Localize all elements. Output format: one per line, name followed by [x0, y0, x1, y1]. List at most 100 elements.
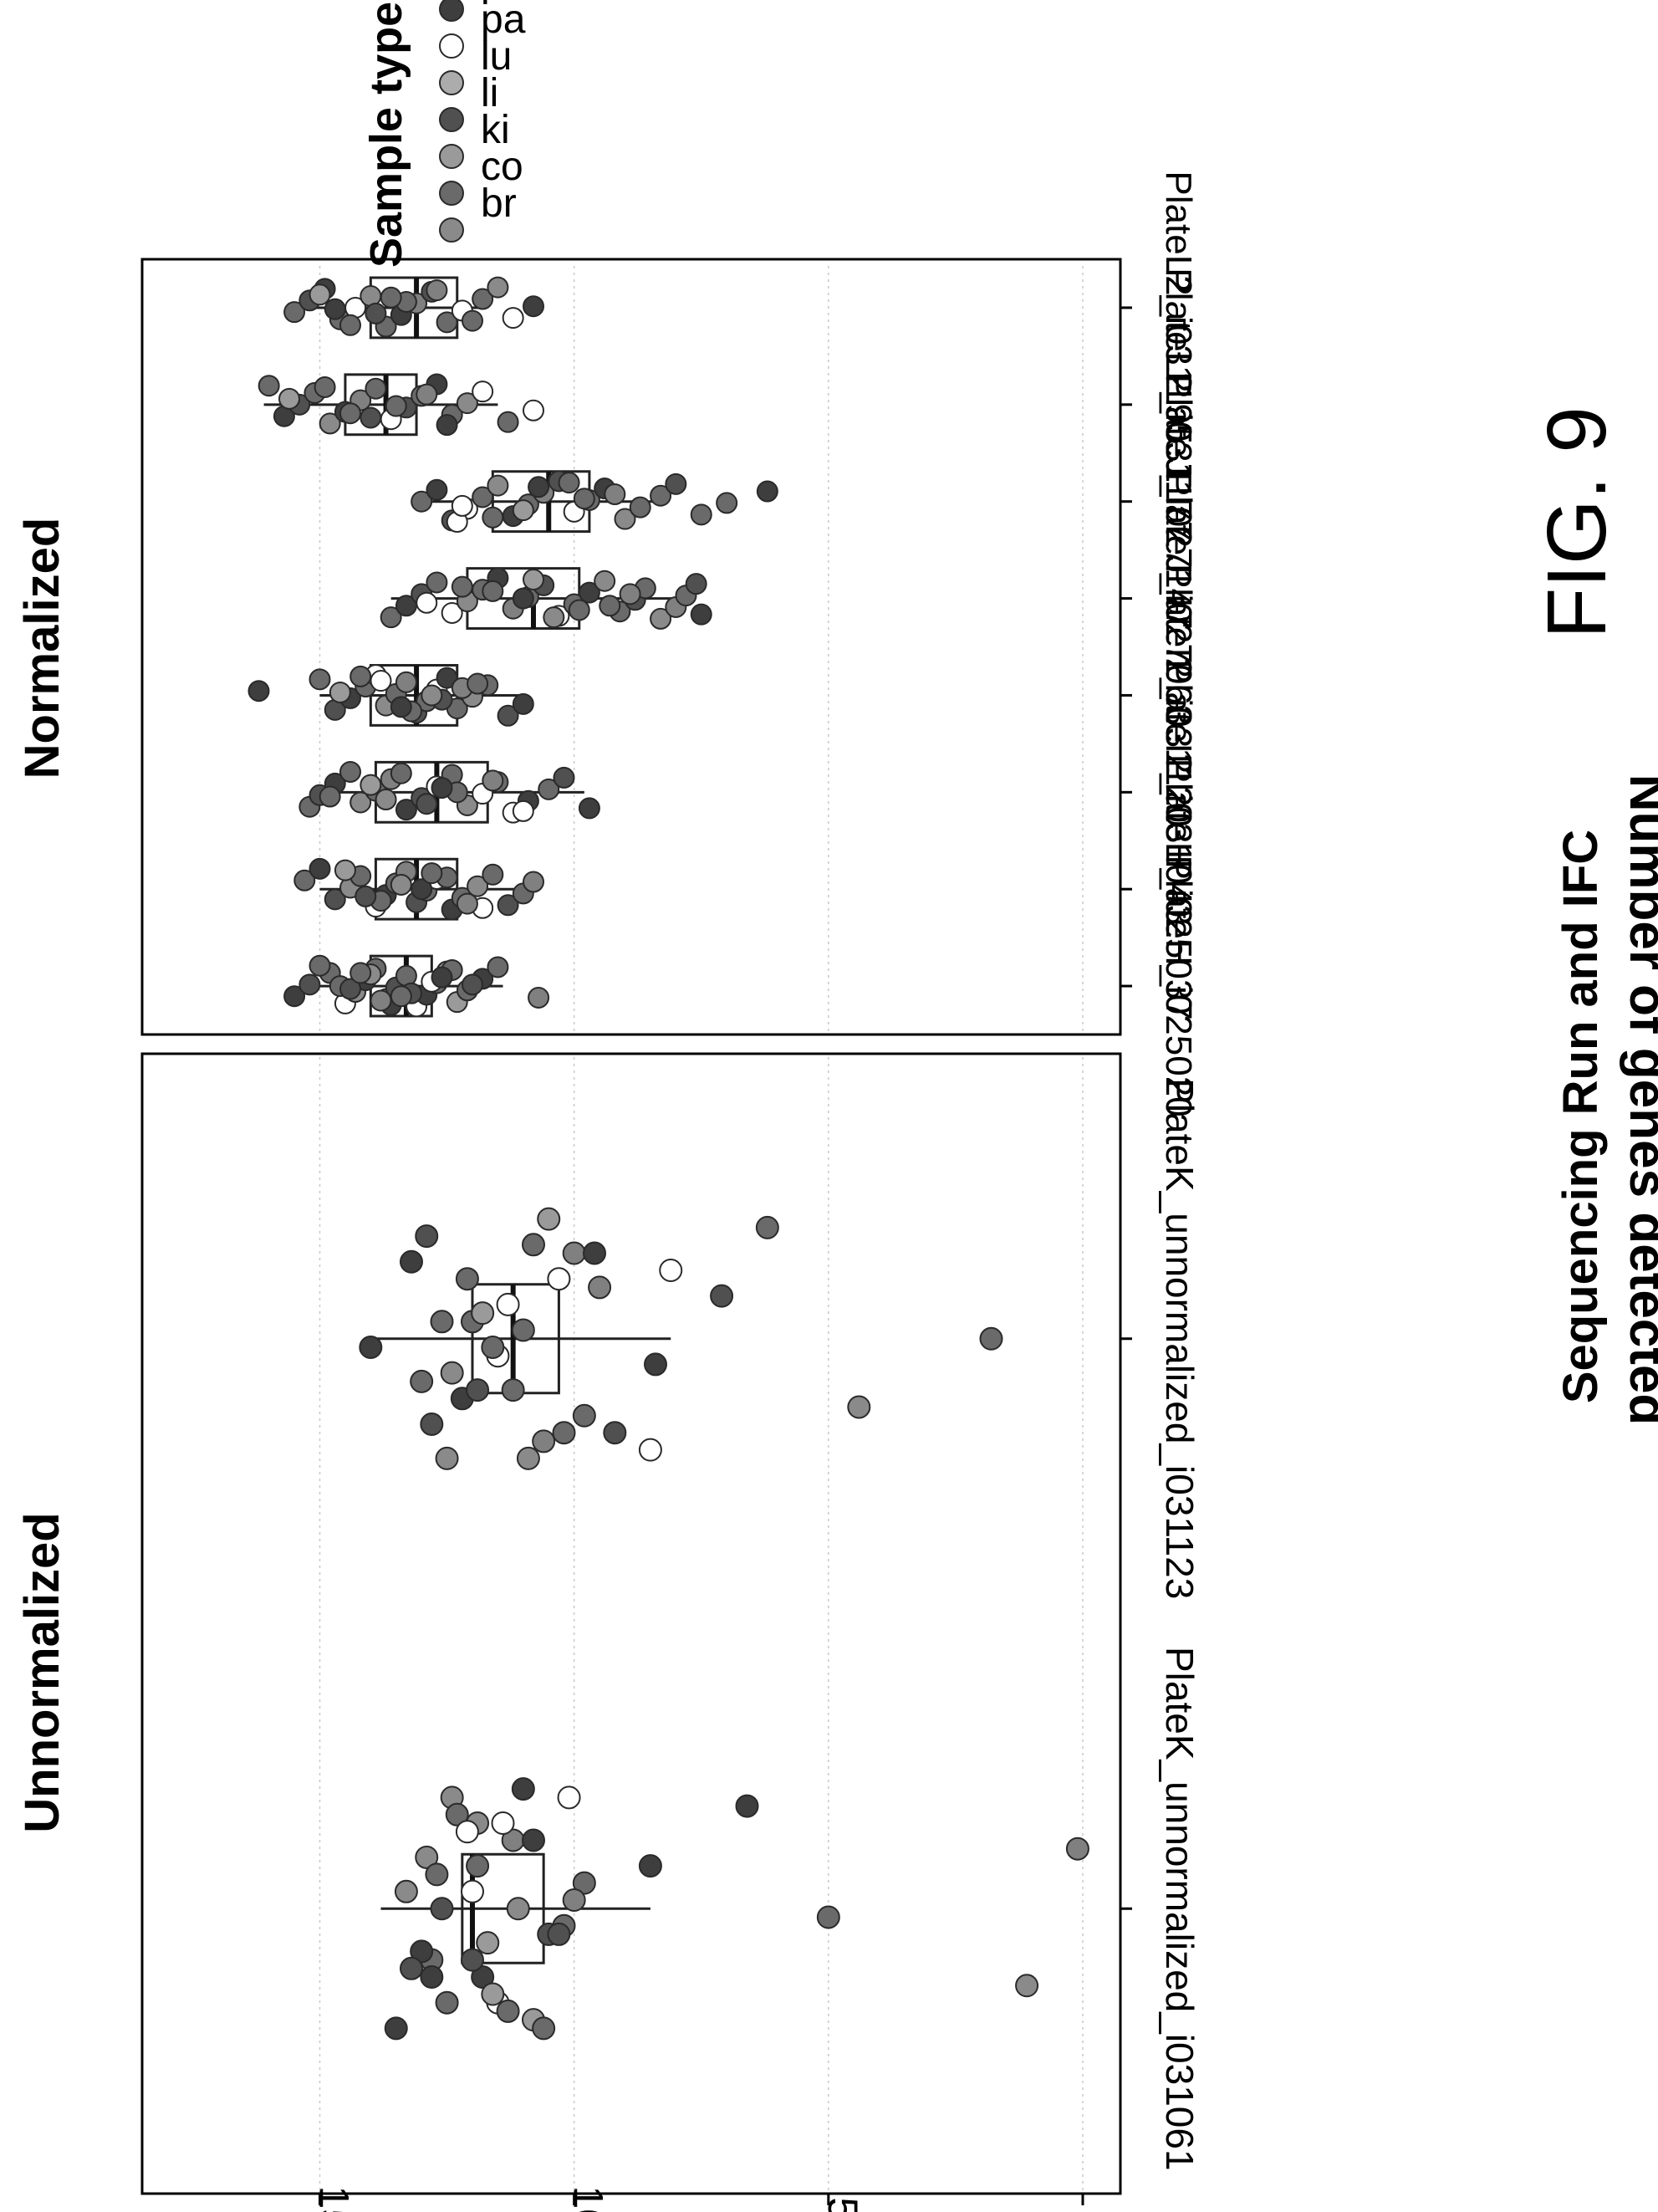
data-point-br — [543, 606, 565, 629]
data-point-pr — [471, 1965, 495, 1990]
data-point-li — [415, 1224, 439, 1249]
data-point-co — [629, 496, 651, 519]
data-point-co — [716, 492, 738, 514]
data-point-pr — [436, 667, 458, 689]
x-tick-label: PlateL2_i031177 — [1158, 268, 1199, 541]
data-point-br — [516, 1446, 540, 1470]
data-point-ki — [278, 387, 300, 410]
data-point-co — [573, 488, 595, 510]
data-point-co — [568, 599, 590, 621]
data-point-pr — [426, 478, 448, 501]
legend-label-lu: lu — [481, 34, 512, 79]
data-point-pr — [384, 2016, 408, 2041]
data-point-li — [497, 704, 519, 727]
legend-label-br: br — [481, 181, 517, 226]
data-point-co — [552, 1421, 576, 1445]
data-point-co — [487, 956, 509, 978]
data-point-sp — [482, 769, 504, 792]
data-point-co — [365, 377, 387, 400]
data-point-li — [324, 888, 346, 911]
data-point-br — [650, 607, 672, 630]
data-point-ki — [309, 284, 331, 306]
data-point-co — [258, 375, 280, 397]
data-point-br — [440, 1361, 464, 1385]
data-point-li — [400, 1956, 423, 1980]
data-point-co — [451, 575, 473, 598]
data-point-pr — [247, 680, 270, 702]
data-point-co — [425, 1862, 449, 1887]
data-point-sp — [1065, 1837, 1089, 1861]
data-point-ki — [329, 681, 351, 703]
data-point-co — [309, 668, 331, 691]
legend-label-ki: ki — [481, 108, 510, 152]
data-point-li — [553, 766, 575, 789]
data-point-pr — [431, 777, 453, 799]
box-iqr — [461, 1852, 545, 1964]
y-axis-title: Number of genes detected — [1619, 774, 1658, 1426]
data-point-co — [436, 311, 458, 334]
x-tick-label: PlateI2_i031043 — [1158, 659, 1199, 925]
data-point-sp — [416, 383, 438, 406]
data-point-pa — [659, 1258, 683, 1282]
data-point-pr — [411, 878, 433, 901]
data-point-pr — [512, 692, 534, 715]
legend-title: Sample type — [361, 2, 411, 268]
data-point-br — [415, 1845, 439, 1869]
data-point-co — [467, 672, 489, 695]
data-point-ki — [537, 1207, 561, 1231]
x-tick-label: PlateJ_I027147 — [1158, 374, 1199, 630]
legend-label-pa: pa — [481, 0, 526, 42]
data-point-co — [283, 301, 306, 324]
data-point-pr — [528, 476, 550, 498]
data-point-li — [466, 1378, 490, 1402]
data-point-pr — [578, 581, 600, 604]
x-tick-label: PlateL2_i031195 — [1158, 171, 1199, 444]
data-point-ki — [476, 1931, 500, 1955]
legend-marker-co — [439, 181, 464, 206]
data-point-sp — [426, 279, 448, 302]
data-point-co — [339, 314, 361, 336]
data-point-sp — [456, 892, 478, 915]
data-point-co — [816, 1905, 840, 1929]
panel-normalized: Normalized PlateH_i025020PlateH_i025037P… — [15, 171, 1199, 1116]
data-point-co — [572, 1871, 596, 1895]
data-point-br — [487, 276, 509, 299]
data-point-co — [385, 395, 407, 417]
legend-marker-ki — [439, 144, 464, 169]
data-point-br — [349, 791, 372, 814]
legend-marker-br — [439, 217, 464, 243]
data-point-co — [349, 665, 372, 687]
data-point-pr — [410, 1939, 434, 1964]
data-point-ki — [360, 774, 382, 796]
data-point-pr — [522, 1828, 545, 1852]
data-point-li — [430, 1897, 454, 1921]
data-point-pa — [491, 1811, 515, 1836]
data-point-co — [497, 411, 519, 433]
panel-unnormalized: Unnormalized PlateK_unnormalized_i031061… — [15, 1052, 1201, 2195]
data-point-co — [349, 962, 372, 984]
data-point-co — [380, 606, 402, 629]
data-point-co — [496, 1999, 520, 2023]
data-point-pa — [455, 1820, 479, 1844]
data-point-pr — [690, 603, 712, 626]
data-point-br — [487, 474, 509, 497]
data-point-ki — [334, 859, 356, 881]
data-point-co — [572, 1403, 596, 1428]
legend-marker-li — [439, 107, 464, 132]
legend: Sample type brcokililupaprsp — [361, 0, 526, 268]
data-point-br — [390, 873, 412, 896]
data-point-pr — [735, 1794, 759, 1818]
data-point-li — [365, 302, 387, 324]
data-point-pr — [756, 480, 778, 503]
data-point-co — [472, 486, 494, 508]
data-point-pr — [395, 799, 417, 821]
data-point-pa — [547, 1267, 571, 1291]
data-point-co — [339, 402, 361, 425]
data-point-pa — [638, 1438, 662, 1462]
data-point-co — [309, 954, 331, 977]
data-point-li — [298, 973, 321, 996]
data-point-co — [558, 472, 580, 494]
data-point-pr — [309, 857, 331, 880]
legend-marker-pa — [439, 33, 464, 59]
data-point-co — [435, 1990, 459, 2015]
